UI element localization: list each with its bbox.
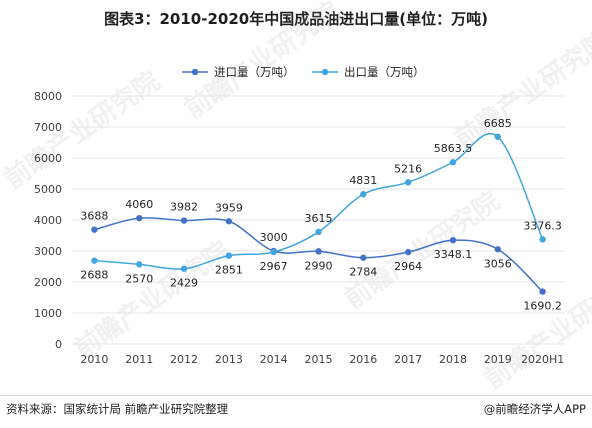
data-point [539,236,546,243]
chart-area: 0 1000 2000 3000 4000 5000 6000 7000 8000 2010 201… [0,30,592,398]
data-point [539,288,546,295]
data-point [225,218,233,225]
legend-entry: 进口量（万吨） [214,65,295,79]
y-tick-label: 3000 [34,245,62,258]
y-tick-label: 4000 [34,214,62,227]
data-label: 3982 [170,201,198,214]
x-tick-label: 2014 [260,353,288,366]
source-note: 资料来源：国家统计局 前瞻产业研究院整理 [6,402,229,416]
y-tick-label: 8000 [34,90,62,103]
data-point [360,254,367,261]
series-line [94,133,544,270]
x-tick-label: 2015 [305,353,333,366]
x-tick-label: 2013 [215,353,243,366]
data-label: 4060 [125,198,153,211]
data-point [404,179,412,186]
chart-title: 图表3：2010-2020年中国成品油进出口量(单位：万吨) [104,10,488,28]
data-point [180,265,188,272]
data-point [404,248,412,256]
x-tick-label: 2019 [484,353,512,366]
data-label: 4831 [349,174,377,187]
data-label: 3348.1 [434,248,473,261]
data-point [449,237,457,244]
data-label: 2429 [170,277,198,290]
legend-entry: 出口量（万吨） [344,65,425,79]
data-point [91,226,98,233]
data-label: 1690.2 [523,300,562,313]
data-point [315,228,322,236]
y-tick-label: 2000 [34,276,62,289]
data-point [225,252,233,259]
data-label: 6685 [484,117,512,130]
data-label: 3000 [260,231,288,244]
data-label: 2570 [125,272,153,285]
data-point [315,248,322,255]
x-tick-label: 2016 [349,353,377,366]
data-point [270,248,277,256]
y-tick-label: 5000 [34,183,62,196]
data-point [91,257,98,264]
x-tick-label: 2010 [80,353,108,366]
data-point [360,191,367,198]
x-tick-label: 2020H1 [521,353,564,366]
data-point [494,133,501,140]
y-tick-label: 0 [55,338,62,351]
data-label: 3959 [215,201,243,214]
x-tick-label: 2012 [170,353,198,366]
y-tick-label: 6000 [34,152,62,165]
data-point [180,217,188,224]
y-tick-label: 1000 [34,307,62,320]
footer-divider [0,395,592,396]
brand-credit: @前瞻经济学人APP [483,402,586,416]
data-label: 2688 [80,269,108,282]
x-tick-label: 2011 [125,353,153,366]
data-label: 2967 [260,260,288,273]
y-tick-label: 7000 [34,121,62,134]
data-label: 3056 [484,257,512,270]
data-point [136,261,143,268]
data-label: 5863.5 [434,142,473,155]
data-label: 2990 [305,259,333,272]
line-chart: 0 1000 2000 3000 4000 5000 6000 7000 8000 2010 201… [34,65,565,366]
data-label: 3615 [305,212,333,225]
x-tick-label: 2017 [394,353,422,366]
data-point [494,246,501,253]
legend-swatch-marker [321,68,329,76]
data-label: 2964 [394,260,422,273]
data-label: 5216 [394,162,422,175]
data-label: 2784 [349,266,377,279]
data-label: 2851 [215,264,243,277]
legend-swatch-marker [191,68,199,76]
data-point [449,159,457,166]
data-label: 3688 [80,210,108,223]
data-label: 3376.3 [523,219,562,232]
data-point [136,214,143,222]
x-tick-label: 2018 [439,353,467,366]
